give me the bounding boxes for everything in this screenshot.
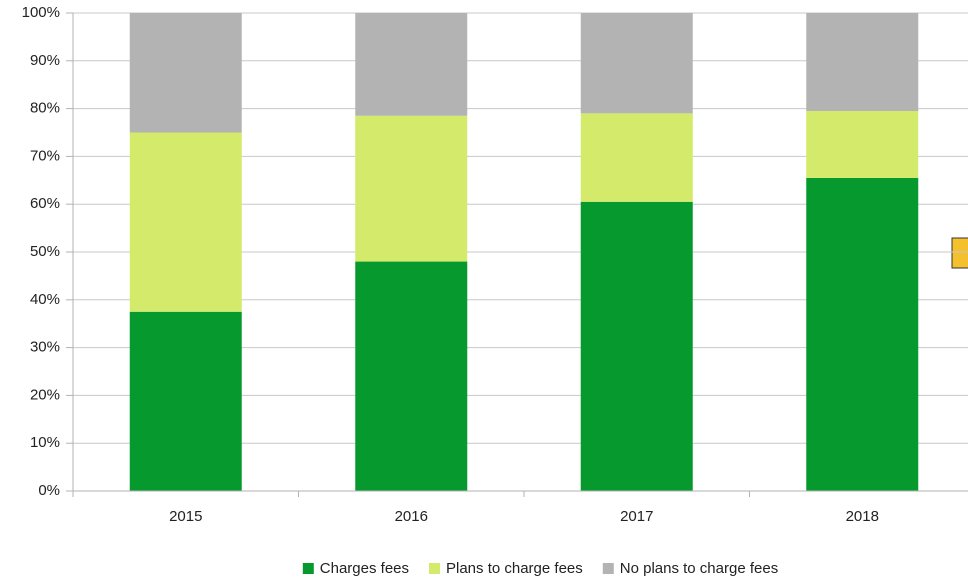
bar-segment	[580, 113, 693, 202]
bar-segment	[580, 13, 693, 114]
bar-segment	[355, 115, 468, 262]
bar-segment	[355, 261, 468, 491]
legend-label: Charges fees	[320, 560, 409, 577]
bar-segment	[580, 201, 693, 491]
legend-swatch	[429, 563, 441, 574]
x-tick-label: 2018	[846, 508, 879, 525]
y-tick-label: 40%	[30, 291, 60, 308]
y-tick-label: 20%	[30, 386, 60, 403]
y-tick-label: 100%	[22, 4, 60, 21]
bar-segment	[806, 110, 919, 178]
bar-segment	[129, 13, 242, 133]
x-tick-label: 2016	[395, 508, 428, 525]
side-handle	[951, 237, 968, 269]
y-tick-label: 0%	[38, 482, 60, 499]
y-tick-label: 80%	[30, 100, 60, 117]
legend-label: Plans to charge fees	[446, 560, 583, 577]
legend-swatch	[602, 563, 614, 574]
bar-segment	[129, 311, 242, 491]
bar-segment	[129, 132, 242, 312]
y-tick-label: 30%	[30, 339, 60, 356]
y-tick-label: 60%	[30, 195, 60, 212]
x-tick-label: 2015	[169, 508, 202, 525]
bar-segment	[806, 13, 919, 111]
y-tick-label: 10%	[30, 434, 60, 451]
bar-segment	[806, 177, 919, 491]
legend-label: No plans to charge fees	[620, 560, 778, 577]
y-tick-label: 70%	[30, 147, 60, 164]
y-tick-label: 50%	[30, 243, 60, 260]
y-tick-label: 90%	[30, 52, 60, 69]
legend-swatch	[302, 563, 314, 574]
x-tick-label: 2017	[620, 508, 653, 525]
bar-segment	[355, 13, 468, 116]
